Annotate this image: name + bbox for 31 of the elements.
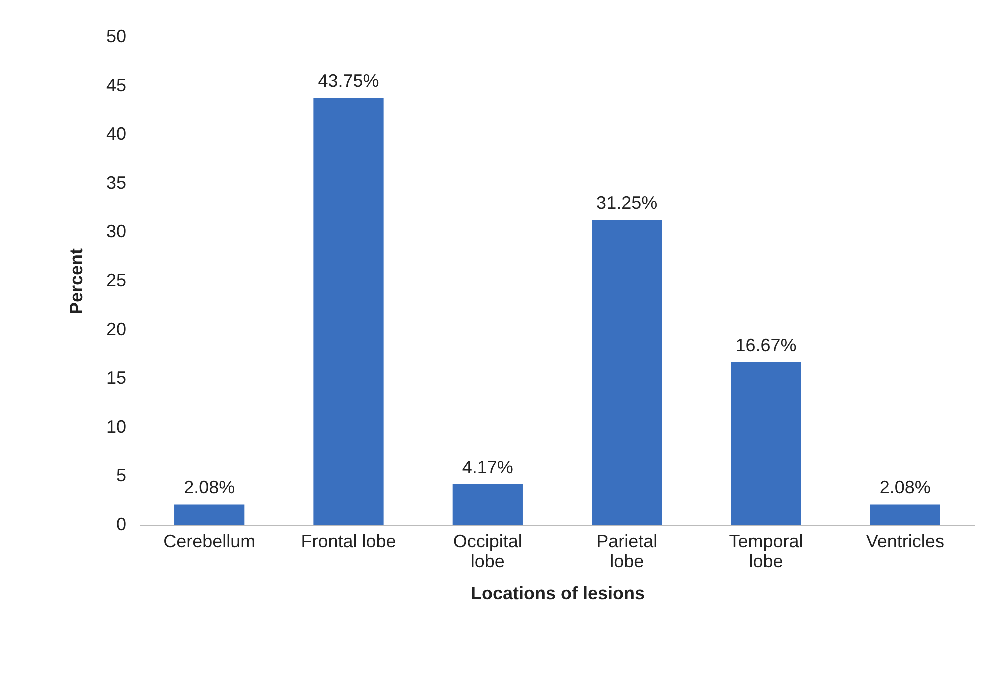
x-tick-label: Occipital lobe (453, 532, 522, 572)
bar (870, 504, 940, 525)
y-tick-label: 20 (106, 319, 126, 340)
y-tick-label: 25 (106, 270, 126, 290)
bar (314, 98, 384, 525)
y-tick-label: 35 (106, 172, 126, 193)
y-tick-label: 45 (106, 75, 126, 96)
x-axis-title: Locations of lesions (470, 584, 646, 604)
y-tick-label: 5 (116, 466, 126, 486)
data-label: 43.75% (318, 71, 380, 91)
data-label: 2.08% (184, 478, 236, 498)
x-tick-label: Cerebellum (164, 532, 256, 552)
bar (731, 362, 802, 525)
y-tick-label: 10 (106, 416, 126, 437)
x-tick-label: Parietal lobe (596, 532, 658, 572)
y-tick-label: 15 (106, 368, 126, 388)
bar (174, 504, 245, 525)
y-tick-label: 30 (106, 222, 126, 242)
data-label: 31.25% (596, 193, 658, 213)
x-tick-label: Temporal lobe (729, 532, 804, 572)
bar (592, 220, 662, 525)
x-tick-label: Ventricles (866, 532, 944, 552)
data-label: 16.67% (736, 335, 797, 356)
x-tick-label: Frontal lobe (301, 532, 396, 552)
y-tick-label: 40 (106, 124, 126, 144)
data-label: 4.17% (462, 457, 514, 478)
y-tick-label: 50 (106, 26, 126, 46)
y-tick-label: 0 (116, 514, 126, 534)
y-axis-title: Percent (66, 248, 86, 315)
data-label: 2.08% (880, 478, 931, 498)
bar (452, 484, 523, 525)
